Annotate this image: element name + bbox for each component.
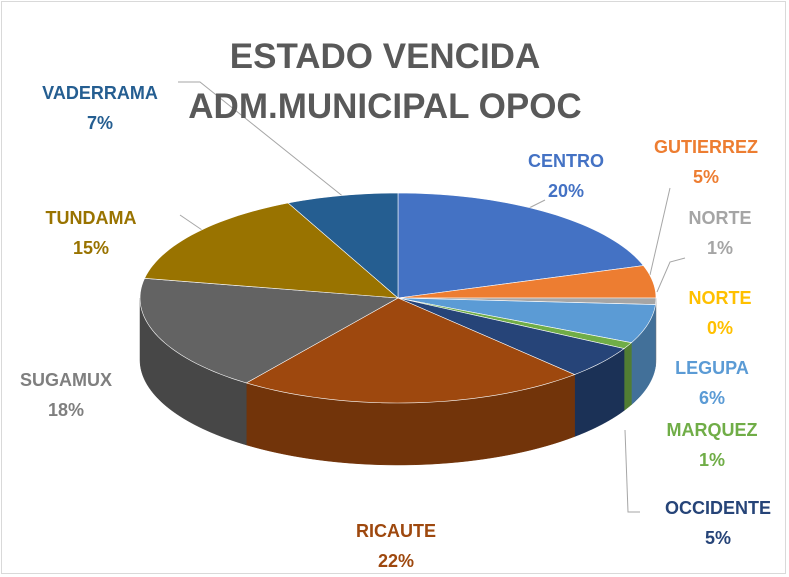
data-label: TUNDAMA 15%: [46, 203, 137, 263]
label-value: 5%: [704, 528, 732, 548]
label-value: 15%: [72, 238, 110, 258]
label-name: SUGAMUX: [19, 370, 113, 390]
label-name: MARQUEZ: [666, 420, 758, 440]
label-name: NORTE: [688, 208, 752, 228]
leader-lines: [178, 81, 686, 513]
label-name: LEGUPA: [675, 358, 749, 378]
leader-line: [179, 214, 206, 233]
data-label: MARQUEZ 1%: [667, 415, 758, 475]
data-label: VADERRAMA 7%: [36, 78, 164, 138]
leader-line: [178, 81, 346, 199]
leader-line: [624, 429, 640, 513]
slice: [245, 297, 576, 404]
chart-title: ESTADO VENCIDA ADM.MUNICIPAL OPOC: [188, 37, 582, 126]
data-label: LEGUPA 6%: [675, 353, 749, 413]
data-label: OCCIDENTE 5%: [665, 493, 771, 553]
slice: [139, 278, 400, 384]
data-label: CENTRO 20%: [528, 146, 604, 206]
slice-side: [623, 342, 632, 412]
data-label: RICAUTE 22%: [356, 516, 436, 576]
slice: [397, 192, 644, 299]
label-value: 7%: [86, 113, 113, 133]
label-value: 0%: [706, 318, 733, 338]
slice: [287, 192, 399, 299]
label-name: CENTRO: [528, 151, 604, 171]
data-label: NORTE 1%: [689, 203, 752, 263]
label-name: TUNDAMA: [45, 208, 137, 228]
label-name: GUTIERREZ: [653, 137, 759, 157]
label-value: 5%: [692, 167, 720, 187]
slice: [144, 202, 399, 299]
leader-line: [656, 257, 686, 293]
slice: [397, 297, 625, 375]
data-label: SUGAMUX 18%: [20, 365, 112, 425]
label-value: 20%: [547, 181, 585, 201]
label-value: 22%: [377, 551, 415, 571]
label-name: OCCIDENTE: [664, 498, 772, 518]
slice: [397, 265, 657, 299]
data-label: NORTE 0%: [689, 283, 752, 343]
label-value: 1%: [706, 238, 733, 258]
slice: [397, 297, 656, 344]
leader-line: [649, 187, 671, 276]
label-name: RICAUTE: [356, 521, 436, 541]
data-label: GUTIERREZ 5%: [654, 132, 758, 192]
label-name: VADERRAMA: [42, 83, 158, 103]
slices: [139, 192, 657, 466]
label-value: 6%: [698, 388, 726, 408]
label-name: NORTE: [688, 288, 752, 308]
label-value: 18%: [47, 400, 85, 420]
label-value: 1%: [698, 450, 725, 470]
